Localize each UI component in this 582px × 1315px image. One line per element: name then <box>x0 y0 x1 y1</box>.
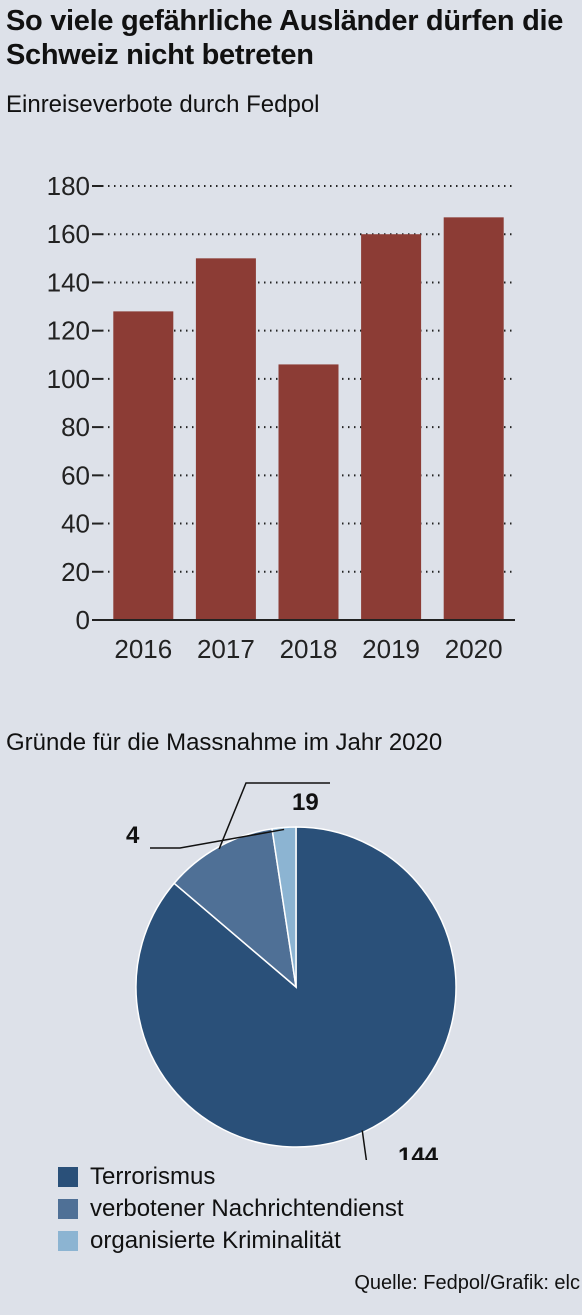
bar <box>361 234 422 620</box>
chart-title: So viele gefährliche Ausländer dürfen di… <box>6 5 564 71</box>
x-tick-label: 2018 <box>280 634 338 664</box>
leader-line <box>218 782 330 850</box>
legend-swatch-kriminalitaet <box>58 1231 78 1251</box>
y-tick-label: 160 <box>47 219 90 249</box>
x-tick-label: 2016 <box>114 634 172 664</box>
pie-slice <box>173 827 298 989</box>
legend-label-terrorismus: Terrorismus <box>90 1163 216 1190</box>
bar <box>113 311 174 620</box>
y-tick-label: 40 <box>61 509 90 539</box>
y-tick-label: 80 <box>61 412 90 442</box>
bar <box>443 217 504 620</box>
y-tick-label: 100 <box>47 364 90 394</box>
pie-slice <box>271 826 297 988</box>
leader-line <box>150 828 285 849</box>
pie-chart: 144 19 4 <box>126 782 457 1160</box>
chart-subtitle: Einreiseverbote durch Fedpol <box>6 91 320 118</box>
bar <box>278 364 339 620</box>
legend-swatch-nachrichtendienst <box>58 1199 78 1219</box>
legend-label-kriminalitaet: organisierte Kriminalität <box>90 1227 341 1254</box>
source-note: Quelle: Fedpol/Grafik: elc <box>354 1272 580 1294</box>
legend-swatch-terrorismus <box>58 1167 78 1187</box>
value-label: 19 <box>292 789 319 816</box>
y-tick-label: 140 <box>47 267 90 297</box>
y-tick-label: 60 <box>61 460 90 490</box>
leader-line <box>361 1130 368 1160</box>
x-tick-label: 2019 <box>362 634 420 664</box>
x-tick-label: 2020 <box>445 634 503 664</box>
bar <box>195 258 256 620</box>
y-tick-label: 20 <box>61 557 90 587</box>
legend-label-nachrichtendienst: verbotener Nachrichtendienst <box>90 1195 404 1222</box>
value-label: 144 <box>398 1143 439 1160</box>
y-tick-label: 180 <box>47 171 90 201</box>
y-tick-label: 0 <box>76 605 90 635</box>
y-tick-label: 120 <box>47 316 90 346</box>
pie-section-title: Gründe für die Massnahme im Jahr 2020 <box>6 729 443 756</box>
value-label: 4 <box>126 822 140 849</box>
bar-chart: 0 20 40 60 80 100 120 140 160 180 2016 2017 2018 2019… <box>47 171 515 664</box>
x-tick-label: 2017 <box>197 634 255 664</box>
